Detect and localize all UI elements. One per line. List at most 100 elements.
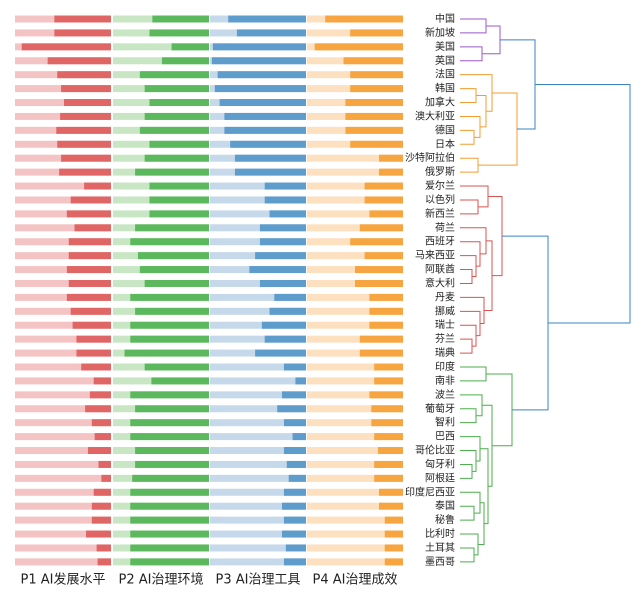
- dendrogram-link: [460, 310, 481, 337]
- dendrogram-link: [460, 241, 481, 267]
- bar-track: [210, 544, 306, 552]
- bar: [283, 558, 306, 566]
- bar-track: [210, 196, 306, 204]
- bar-track: [210, 335, 306, 343]
- row-label: 德国: [435, 123, 455, 136]
- bar: [47, 57, 111, 65]
- bar: [269, 307, 306, 315]
- bar: [93, 488, 111, 496]
- dendrogram-link: [460, 505, 475, 521]
- bar-track: [210, 405, 306, 413]
- bar: [374, 363, 403, 371]
- bar: [350, 71, 403, 79]
- bar-track: [307, 349, 403, 357]
- row-label: 新加坡: [425, 26, 455, 39]
- legend-label: P2 AI治理环境: [119, 573, 204, 588]
- bar: [384, 530, 403, 538]
- bar-track: [307, 544, 403, 552]
- bar-track: [307, 530, 403, 538]
- dendrogram-link: [460, 115, 481, 138]
- bar-track: [210, 558, 306, 566]
- row-label: 秘鲁: [435, 513, 455, 526]
- bar-track: [15, 99, 111, 107]
- bar: [54, 29, 111, 37]
- bar: [234, 168, 306, 176]
- bar: [54, 15, 111, 23]
- bar: [101, 474, 111, 482]
- bar-track: [210, 293, 306, 301]
- bar: [282, 391, 306, 399]
- bar-track: [15, 238, 111, 246]
- bar: [130, 558, 209, 566]
- bar: [274, 293, 306, 301]
- bar-track: [210, 363, 306, 371]
- bar: [288, 474, 306, 482]
- bar: [295, 377, 306, 385]
- bar: [292, 433, 306, 441]
- legend-label: P3 AI治理工具: [216, 573, 301, 588]
- bar-track: [210, 307, 306, 315]
- row-label: 沙特阿拉伯: [405, 151, 455, 164]
- bar-track: [15, 447, 111, 455]
- bar-track: [307, 460, 403, 468]
- bar: [130, 433, 209, 441]
- bar: [343, 57, 403, 65]
- bar: [369, 307, 403, 315]
- dendrogram-link: [476, 95, 487, 128]
- bar: [149, 140, 209, 148]
- bar-track: [210, 530, 306, 538]
- bar: [283, 488, 306, 496]
- bar-track: [15, 279, 111, 287]
- bar-track: [307, 433, 403, 441]
- bar-track: [15, 530, 111, 538]
- bar: [212, 43, 306, 51]
- row-label: 挪威: [435, 304, 455, 317]
- bar-track: [113, 57, 209, 65]
- bar-track: [15, 349, 111, 357]
- bar: [264, 182, 306, 190]
- bar: [72, 321, 111, 329]
- row-label: 加拿大: [425, 96, 455, 109]
- bar: [130, 530, 209, 538]
- dendrogram-link: [460, 394, 483, 417]
- bar-track: [15, 419, 111, 427]
- dendrogram-link: [460, 324, 477, 347]
- dendrogram-link: [460, 463, 473, 479]
- bar-track: [210, 447, 306, 455]
- bar: [70, 196, 111, 204]
- bar-track: [15, 224, 111, 232]
- dendrogram-link: [478, 502, 485, 545]
- bar: [236, 29, 306, 37]
- bar: [66, 293, 111, 301]
- bar: [269, 210, 306, 218]
- bar: [264, 335, 306, 343]
- legend-label: P4 AI治理成效: [313, 573, 398, 588]
- bar-track: [307, 252, 403, 260]
- bar: [283, 447, 306, 455]
- bar: [350, 238, 403, 246]
- bar: [130, 335, 209, 343]
- dendrogram-link: [460, 436, 481, 462]
- bar: [56, 126, 111, 134]
- bar: [379, 168, 403, 176]
- bar-track: [307, 210, 403, 218]
- dendrogram-link: [488, 195, 503, 277]
- bar: [135, 460, 209, 468]
- bar-track: [307, 196, 403, 204]
- dendrogram-link: [460, 533, 479, 556]
- bar: [130, 488, 209, 496]
- row-label: 比利时: [425, 528, 455, 540]
- bar: [255, 349, 306, 357]
- bar: [345, 126, 403, 134]
- bar-track: [15, 307, 111, 315]
- bar-track: [307, 154, 403, 162]
- bar: [91, 516, 111, 524]
- bar: [259, 238, 306, 246]
- dendrogram-link: [482, 25, 501, 55]
- bar: [374, 377, 403, 385]
- bar: [374, 433, 403, 441]
- bar-track: [210, 238, 306, 246]
- bar: [135, 447, 209, 455]
- bar: [144, 154, 209, 162]
- bar: [234, 154, 306, 162]
